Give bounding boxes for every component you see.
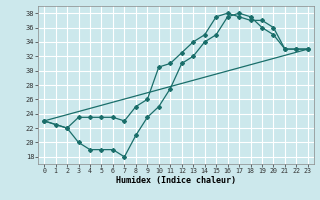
X-axis label: Humidex (Indice chaleur): Humidex (Indice chaleur) xyxy=(116,176,236,185)
